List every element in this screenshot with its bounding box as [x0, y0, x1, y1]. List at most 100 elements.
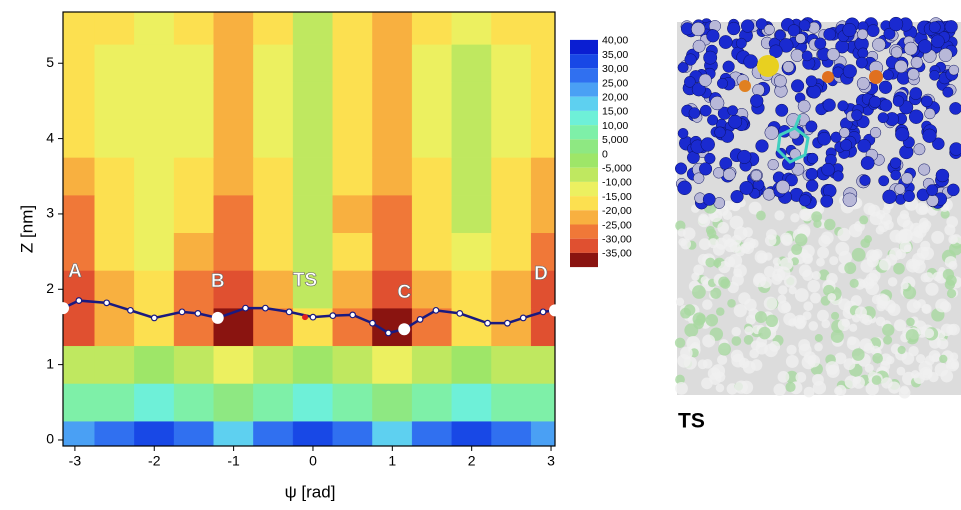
water-atom	[805, 75, 818, 87]
contour-cell	[451, 119, 492, 158]
contour-cell	[491, 345, 532, 384]
lipid-atom	[707, 367, 721, 380]
lipid-atom	[717, 221, 729, 234]
contour-cell	[372, 345, 413, 384]
path-point	[178, 308, 186, 316]
lipid-atom	[756, 210, 766, 221]
path-point	[194, 309, 202, 317]
water-atom	[762, 188, 776, 201]
contour-cell	[411, 383, 453, 422]
lipid-atom	[829, 256, 839, 266]
lipid-atom	[807, 279, 821, 293]
lipid-atom	[810, 292, 821, 304]
lipid-atom	[765, 314, 778, 328]
path-point	[503, 319, 511, 327]
contour-cell	[372, 232, 413, 271]
colorbar-label: 40,00	[602, 35, 628, 47]
contour-cell	[253, 44, 294, 83]
water-atom	[704, 152, 716, 165]
x-tick-label: -2	[148, 453, 161, 469]
lipid-atom	[698, 238, 711, 251]
contour-cell	[134, 119, 175, 158]
lipid-atom	[835, 384, 847, 396]
lipid-atom	[715, 383, 725, 393]
lipid-atom	[733, 303, 747, 318]
contour-cell	[173, 345, 215, 384]
path-point	[416, 316, 424, 323]
contour-cell	[94, 119, 135, 158]
lipid-atom	[825, 361, 840, 375]
water-atom	[926, 184, 939, 197]
water-atom	[691, 82, 706, 97]
lipid-atom	[783, 312, 797, 326]
contour-cell	[411, 81, 453, 120]
contour-cell	[530, 12, 555, 45]
contour-cell	[292, 44, 334, 83]
contour-cell	[253, 81, 294, 120]
contour-cell	[451, 232, 492, 271]
water-atom	[859, 174, 871, 186]
contour-cell	[292, 194, 334, 234]
lipid-atom	[817, 309, 829, 322]
colorbar-swatch	[570, 210, 598, 225]
contour-cell	[63, 157, 95, 196]
contour-cell	[491, 12, 532, 45]
lipid-atom	[794, 233, 808, 247]
water-atom	[851, 109, 863, 121]
lipid-atom	[750, 359, 763, 371]
water-atom	[929, 70, 940, 81]
lipid-atom	[872, 352, 883, 364]
contour-cell	[491, 232, 532, 271]
contour-cell	[173, 383, 215, 422]
water-atom	[782, 61, 795, 73]
lipid-atom	[677, 228, 686, 237]
lipid-atom	[776, 266, 791, 281]
lipid-atom	[944, 279, 956, 290]
water-atom	[857, 28, 869, 40]
path-point	[103, 299, 111, 307]
lipid-atom	[944, 256, 957, 268]
contour-cell	[213, 270, 254, 309]
colorbar-swatch	[570, 224, 598, 239]
lipid-atom	[946, 216, 959, 228]
lipid-atom	[863, 342, 875, 354]
lipid-atom	[798, 264, 812, 278]
contour-cell	[292, 232, 334, 271]
water-atom	[860, 156, 875, 170]
contour-cell	[173, 119, 215, 158]
lipid-atom	[680, 238, 692, 250]
water-atom	[688, 107, 701, 119]
contour-cell	[411, 232, 453, 271]
lipid-atom	[807, 354, 821, 368]
contour-cell	[134, 232, 175, 271]
contour-cell	[332, 383, 373, 422]
water-atom	[735, 37, 747, 49]
water-atom	[878, 175, 890, 187]
contour-cell	[213, 44, 254, 83]
lipid-atom	[718, 342, 731, 356]
water-atom	[909, 87, 923, 100]
lipid-atom	[834, 352, 847, 365]
lipid-atom	[908, 346, 919, 357]
water-atom	[722, 168, 736, 181]
water-atom	[703, 50, 718, 65]
lipid-atom	[876, 209, 886, 220]
lipid-atom	[811, 211, 823, 223]
water-atom	[798, 19, 811, 32]
water-atom	[823, 28, 836, 41]
lipid-atom	[837, 318, 851, 332]
lipid-atom	[727, 299, 736, 308]
contour-cell	[94, 81, 135, 120]
colorbar-swatch	[570, 39, 598, 55]
colorbar-label: 0	[602, 148, 608, 160]
lipid-atom	[763, 296, 778, 311]
lipid-atom	[827, 292, 837, 302]
water-atom	[805, 120, 818, 133]
lipid-atom	[851, 247, 866, 262]
lipid-atom	[803, 386, 815, 398]
lipid-atom	[731, 326, 741, 337]
lipid-atom	[887, 277, 898, 287]
lipid-atom	[702, 299, 713, 310]
contour-cell	[253, 232, 294, 271]
water-atom	[774, 74, 787, 88]
